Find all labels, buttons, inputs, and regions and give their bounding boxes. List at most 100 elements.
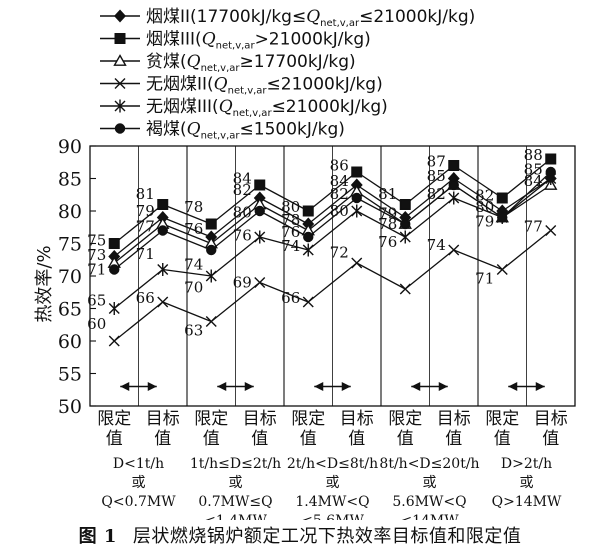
data-label: 86 <box>330 157 349 175</box>
data-label: 79 <box>136 202 155 220</box>
series-segment <box>453 184 503 219</box>
data-label: 87 <box>427 153 446 171</box>
arrow-head-left <box>411 382 421 391</box>
y-tick-label: 60 <box>58 331 82 353</box>
data-point-square <box>302 205 314 217</box>
figure-caption: 图 1 层状燃烧锅炉额定工况下热效率目标值和限定值 <box>0 522 600 548</box>
data-label: 84 <box>524 172 543 190</box>
series-segment <box>307 184 358 225</box>
arrow-head-right <box>438 382 448 391</box>
data-label: 81 <box>378 185 397 203</box>
legend-item-2: 烟煤III(Qnet,v,ar>21000kJ/kg) <box>100 30 371 52</box>
legend-label: 无烟煤II(Qnet,v,ar≤21000kJ/kg) <box>146 75 383 97</box>
series-segment <box>259 197 309 225</box>
double-arrow <box>411 382 448 391</box>
data-point-circle <box>497 212 508 223</box>
series-segment <box>162 216 212 238</box>
data-label: 84 <box>330 172 349 190</box>
series-segment <box>210 184 261 225</box>
data-point-square <box>157 198 169 210</box>
series-segment <box>210 203 261 245</box>
group-label-line: 1t/h≤D≤2t/h <box>190 456 281 472</box>
arrow-head-left <box>508 382 518 391</box>
series-segment <box>307 262 358 303</box>
data-point-circle <box>448 179 459 191</box>
data-point-x <box>448 244 460 256</box>
series-5 <box>108 172 557 315</box>
series-2 <box>108 153 557 249</box>
data-label: 80 <box>330 202 349 220</box>
x-group-labels: D<1t/h 或 Q<0.7MW 1t/h≤D≤2t/h 或 0.7MW≤Q <1.4MW 2… <box>101 456 562 520</box>
data-point-circle <box>254 205 265 217</box>
data-point-square <box>108 237 120 249</box>
legend-triangle-marker <box>113 54 127 66</box>
data-label: 74 <box>427 236 446 254</box>
x-category-label: 限定值 <box>97 409 131 449</box>
y-tick-label: 90 <box>58 136 82 158</box>
data-label: 76 <box>378 233 397 251</box>
series-segment <box>259 281 309 303</box>
data-point-circle <box>109 264 120 275</box>
data-label: 85 <box>524 160 543 178</box>
series-segment <box>404 249 455 290</box>
series-segment <box>453 249 503 271</box>
group-label-line: 或 <box>326 475 340 491</box>
legend-item-4: 无烟煤II(Qnet,v,ar≤21000kJ/kg) <box>100 75 383 97</box>
data-label: 80 <box>281 198 300 216</box>
data-point-star <box>205 269 217 283</box>
data-label: 78 <box>184 198 203 216</box>
group-label-line: <14MW <box>400 513 459 520</box>
data-point-star <box>448 191 460 205</box>
series-segment <box>404 197 455 238</box>
figure-number: 图 1 <box>78 526 117 547</box>
series-segment <box>404 184 455 225</box>
series-segment <box>453 197 503 219</box>
series-segment <box>113 301 164 342</box>
series-segment <box>113 223 164 264</box>
data-point-square <box>254 179 266 191</box>
data-point-star <box>351 204 363 218</box>
y-tick-label: 75 <box>58 234 82 256</box>
group-label-line: <1.4MW <box>204 513 267 520</box>
data-point-x <box>399 283 411 295</box>
data-point-x <box>496 264 508 275</box>
data-label: 82 <box>475 186 494 204</box>
data-label: 70 <box>184 279 203 297</box>
arrow-head-right <box>341 382 351 391</box>
series-segment <box>162 203 212 225</box>
data-label: 82 <box>330 185 349 203</box>
data-point-circle <box>400 218 411 230</box>
x-category-label: 目标值 <box>534 409 568 449</box>
data-point-x <box>351 257 363 269</box>
data-point-x <box>205 316 217 327</box>
series-segment <box>259 184 309 212</box>
data-label: 76 <box>233 227 252 245</box>
series-segment <box>501 229 552 271</box>
series-segment <box>501 158 552 199</box>
arrow-head-left <box>120 382 130 391</box>
series-segment <box>113 268 164 310</box>
double-arrow <box>508 382 545 391</box>
data-point-x <box>157 296 169 308</box>
group-label-line: 或 <box>132 475 146 491</box>
series-segment <box>356 184 406 219</box>
series-segment <box>356 210 406 238</box>
data-point-circle <box>206 244 217 256</box>
series-segment <box>162 223 212 245</box>
group-label-line: D<1t/h <box>113 456 164 472</box>
data-label: 75 <box>87 231 106 249</box>
series-segment <box>356 171 406 206</box>
data-point-circle <box>157 225 168 236</box>
series-segment <box>259 203 309 232</box>
legend-item-1: 烟煤II(17700kJ/kg≤Qnet,v,ar≤21000kJ/kg) <box>100 7 475 29</box>
series-segment <box>453 164 503 199</box>
group-label-line: D>2t/h <box>501 456 552 472</box>
data-point-x <box>254 277 266 288</box>
data-point-star <box>108 302 120 315</box>
data-point-star <box>399 230 411 244</box>
arrow-head-right <box>244 382 254 391</box>
series-segment <box>307 210 358 251</box>
data-label: 82 <box>233 181 252 199</box>
group-label-line: Q<0.7MW <box>101 494 176 510</box>
data-label: 66 <box>281 289 300 307</box>
